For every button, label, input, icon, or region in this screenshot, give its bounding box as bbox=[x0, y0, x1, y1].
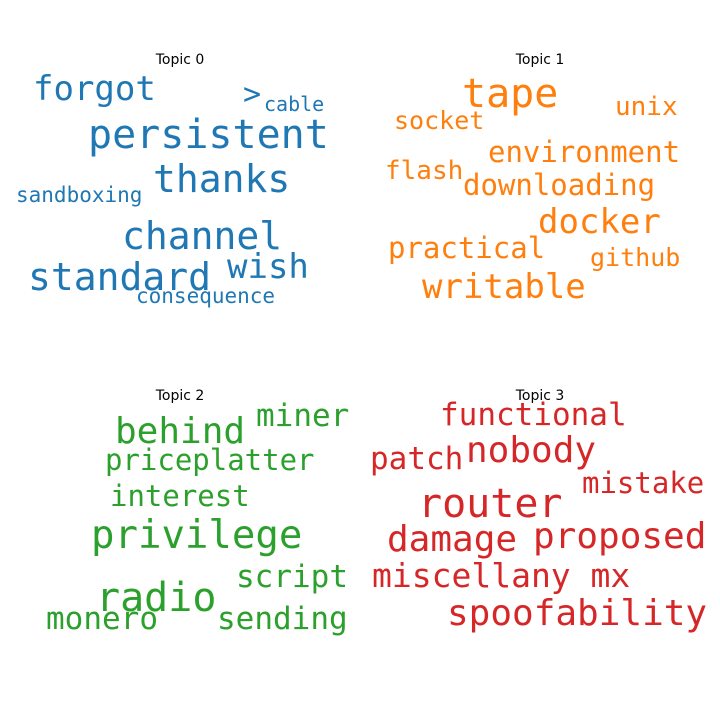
word: router bbox=[418, 481, 563, 527]
word: wish bbox=[227, 247, 309, 287]
word: downloading bbox=[463, 168, 656, 202]
word: interest bbox=[110, 479, 250, 513]
word: socket bbox=[394, 106, 485, 135]
word: practical bbox=[388, 231, 546, 265]
word: forgot bbox=[33, 69, 156, 109]
topic-title: Topic 2 bbox=[155, 388, 205, 404]
word: priceplatter bbox=[105, 443, 315, 477]
word: nobody bbox=[466, 430, 597, 471]
word: spoofability bbox=[447, 593, 708, 634]
word: proposed bbox=[533, 516, 707, 557]
word: mistake bbox=[582, 466, 705, 500]
word: miner bbox=[256, 398, 350, 434]
word: sandboxing bbox=[16, 183, 143, 207]
topic-title: Topic 0 bbox=[155, 52, 205, 68]
word: flash bbox=[385, 156, 464, 186]
topic-title: Topic 1 bbox=[515, 52, 565, 68]
word: monero bbox=[46, 601, 158, 637]
word: thanks bbox=[153, 157, 291, 201]
topic-1-panel: Topic 1 tape unix socket environment fla… bbox=[360, 0, 720, 360]
word: functional bbox=[440, 397, 627, 433]
word: github bbox=[590, 243, 681, 272]
topic-0-panel: Topic 0 forgot > cable persistent thanks… bbox=[0, 0, 360, 360]
word: tape bbox=[462, 71, 559, 117]
word: environment bbox=[488, 135, 681, 169]
word: patch bbox=[370, 441, 464, 477]
topic-2-panel: Topic 2 miner behind priceplatter intere… bbox=[0, 336, 360, 696]
word: miscellany mx bbox=[372, 556, 631, 595]
word: persistent bbox=[88, 112, 329, 158]
word: sending bbox=[217, 601, 348, 637]
word: > bbox=[243, 77, 262, 112]
topic-title: Topic 3 bbox=[515, 388, 565, 404]
word: behind bbox=[115, 411, 246, 452]
word: unix bbox=[615, 92, 678, 122]
word: writable bbox=[422, 267, 586, 307]
word: damage bbox=[387, 519, 518, 560]
word: script bbox=[236, 559, 348, 595]
word: cable bbox=[264, 92, 325, 116]
topic-3-panel: Topic 3 functional patch nobody mistake … bbox=[360, 336, 720, 696]
word: channel bbox=[122, 214, 283, 258]
word: privilege bbox=[91, 513, 303, 558]
word: standard bbox=[28, 255, 212, 299]
word: docker bbox=[538, 202, 661, 242]
word: radio bbox=[96, 575, 217, 621]
word: consequence bbox=[136, 284, 276, 308]
